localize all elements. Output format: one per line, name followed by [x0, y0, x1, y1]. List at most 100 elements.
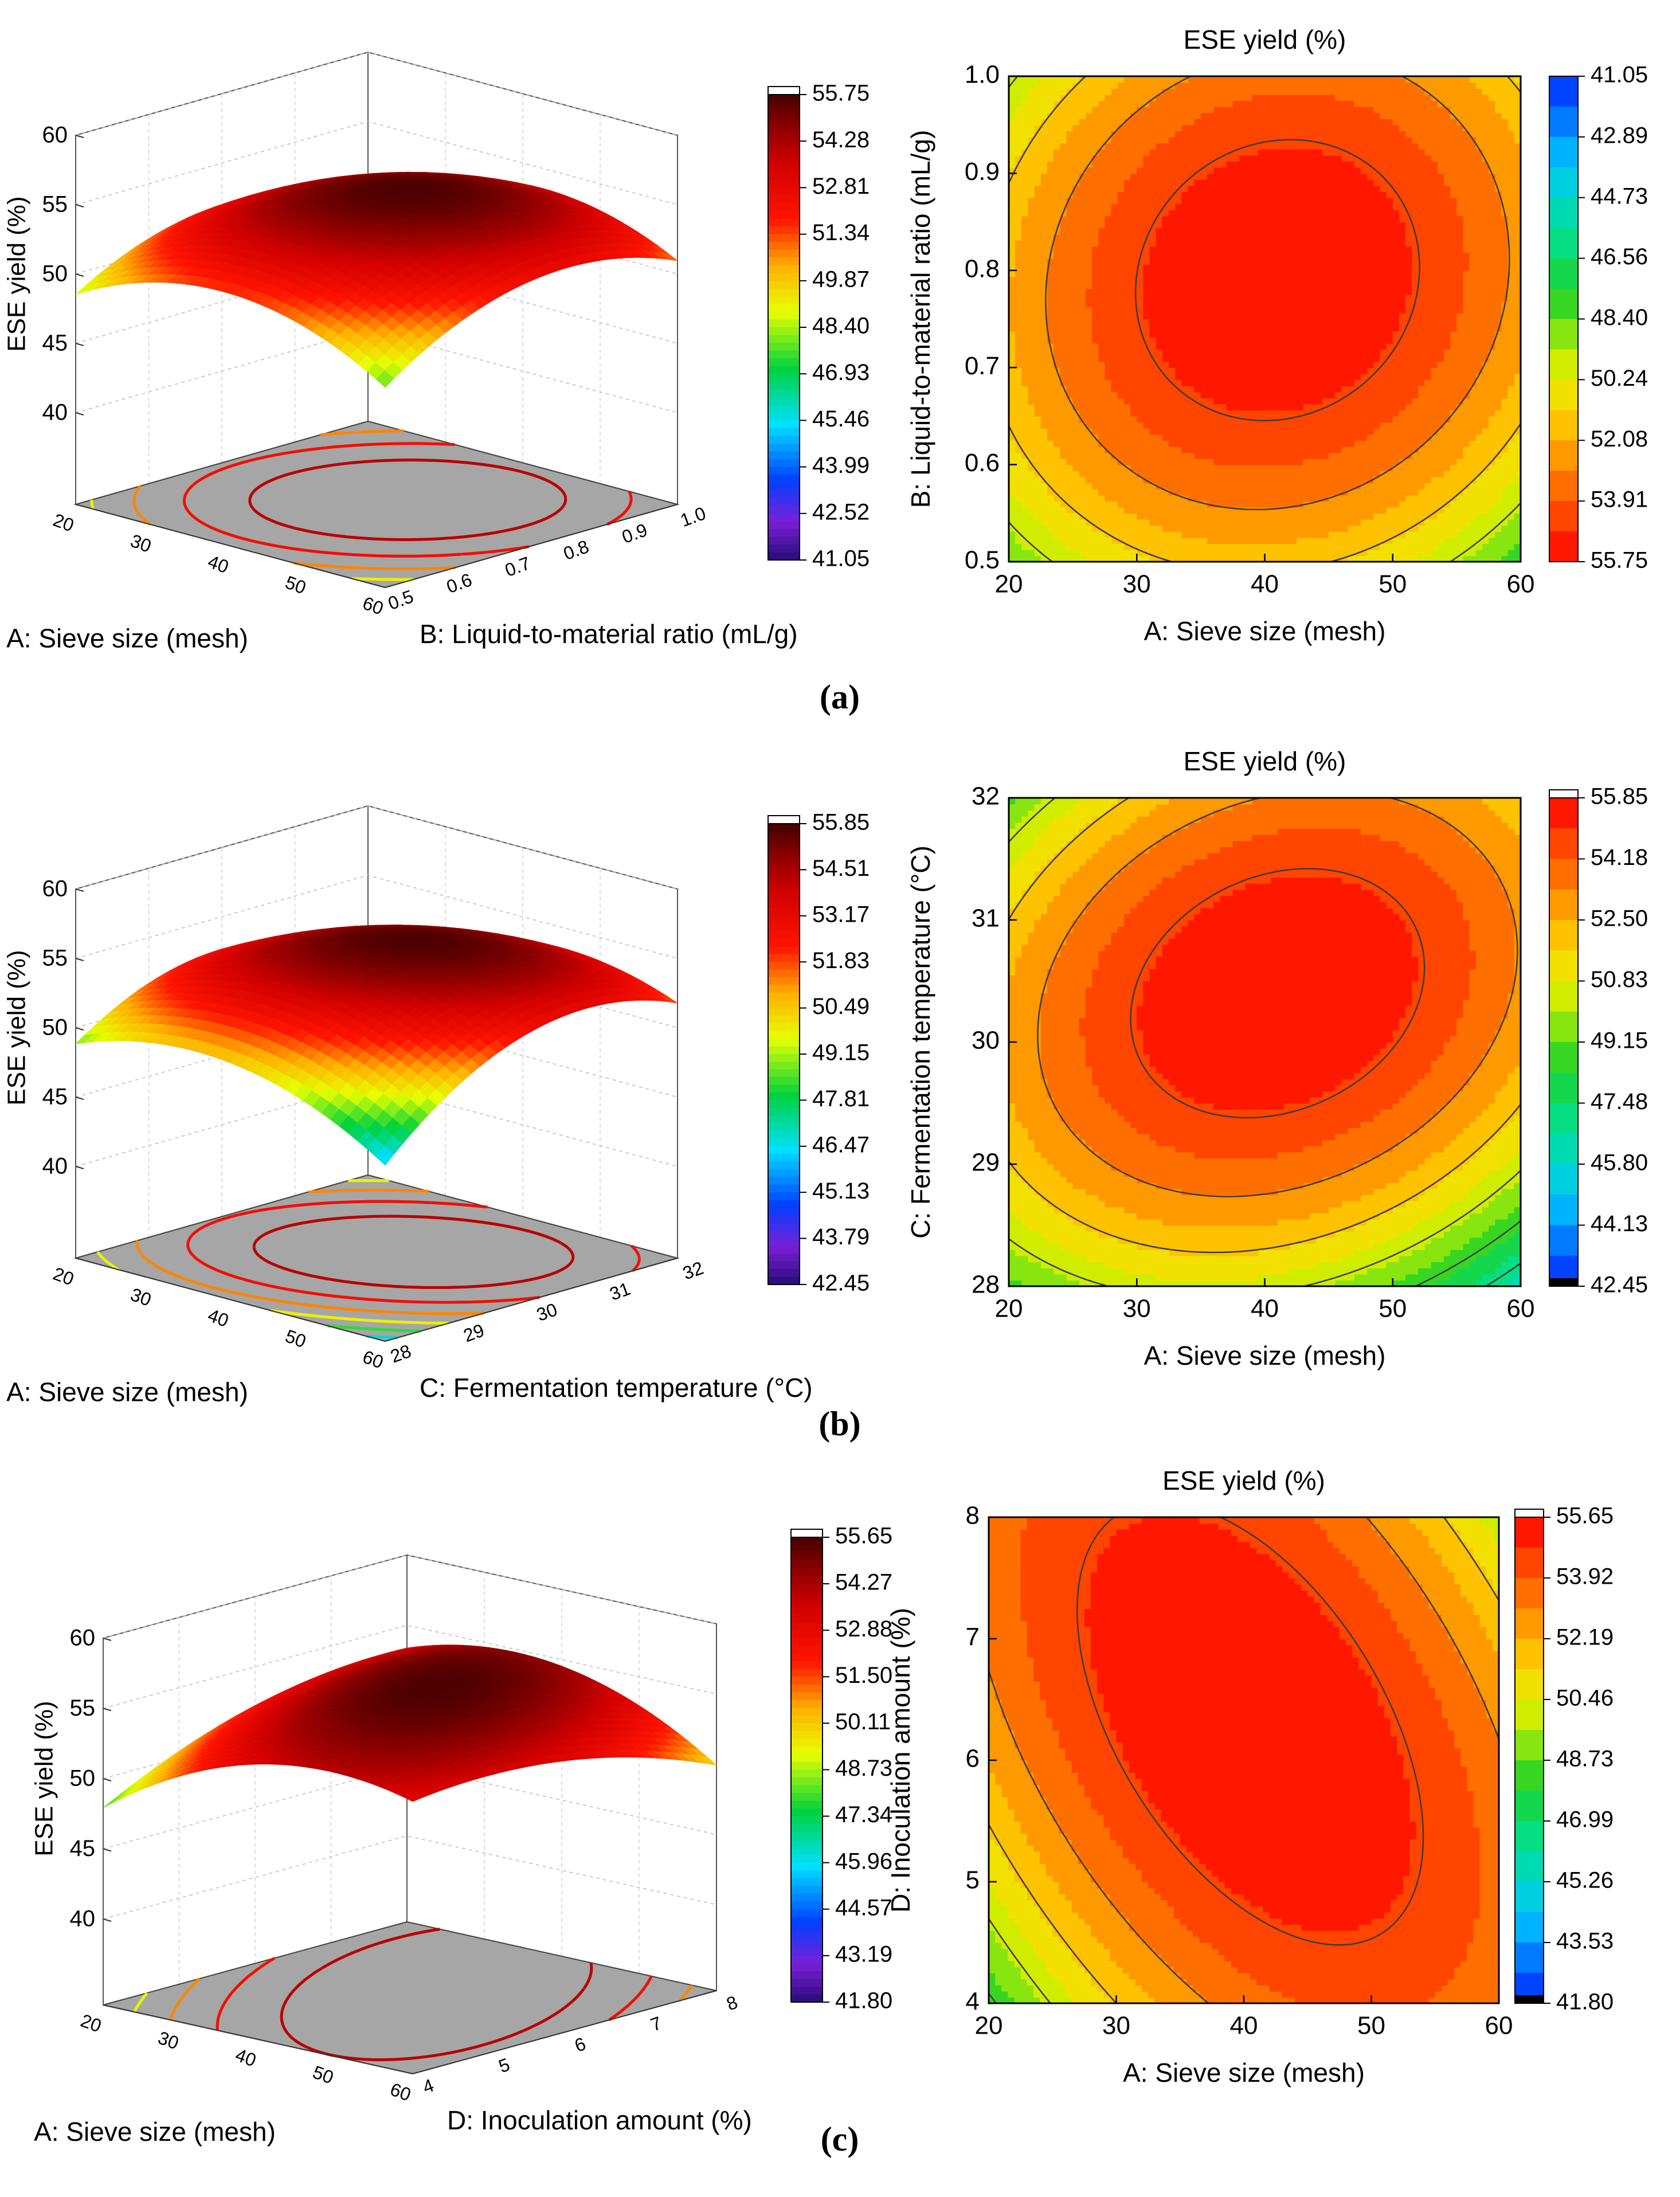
contour-cell	[1188, 149, 1195, 156]
contour-cell	[1117, 337, 1125, 344]
contour-cell	[1283, 270, 1291, 277]
colorbar-swatch	[768, 552, 800, 561]
contour-cell	[1066, 209, 1074, 217]
contour-cell	[1060, 507, 1067, 514]
contour-cell	[1271, 185, 1278, 192]
contour-cell	[1181, 240, 1189, 247]
contour-cell	[1092, 106, 1099, 113]
contour-cell	[1028, 488, 1035, 496]
contour-cell	[1066, 100, 1074, 107]
contour-cell	[1162, 258, 1169, 265]
contour-cell	[1271, 543, 1278, 550]
contour-cell	[1098, 131, 1106, 138]
contour-cell	[1239, 319, 1246, 326]
contour-cell	[1009, 124, 1016, 132]
contour-cell	[1277, 452, 1285, 459]
contour-cell	[1137, 167, 1144, 174]
contour-cell	[1220, 112, 1227, 119]
contour-cell	[1130, 519, 1138, 526]
contour-cell	[1066, 258, 1074, 265]
contour-cell	[1220, 258, 1227, 265]
contour-cell	[1111, 88, 1118, 95]
contour-cell	[1239, 312, 1246, 320]
contour-cell	[1232, 270, 1240, 277]
contour-cell	[1072, 124, 1080, 132]
contour-cell	[1181, 246, 1189, 253]
contour-cell	[1034, 398, 1041, 405]
contour-cell	[1181, 501, 1189, 508]
contour-cell	[1220, 459, 1227, 465]
contour-cell	[1137, 361, 1144, 368]
contour-cell	[1258, 124, 1266, 132]
contour-cell	[1220, 76, 1227, 83]
z-tick-label: 60	[42, 123, 68, 148]
contour-cell	[1149, 398, 1157, 405]
contour-cell	[1194, 124, 1201, 132]
contour-cell	[1162, 531, 1169, 538]
contour-cell	[1194, 440, 1201, 447]
contour-cell	[1232, 240, 1240, 247]
contour-cell	[1194, 258, 1201, 265]
contour-cell	[1123, 197, 1131, 205]
contour-cell	[1123, 216, 1131, 222]
contour-cell	[1188, 288, 1195, 295]
contour-cell	[1092, 452, 1099, 459]
contour-cell	[1194, 264, 1201, 271]
contour-cell	[1188, 240, 1195, 247]
contour-cell	[1092, 82, 1099, 89]
contour-cell	[1220, 173, 1227, 180]
contour-cell	[1117, 76, 1125, 83]
contour-cell	[1117, 100, 1125, 107]
contour-cell	[1277, 385, 1285, 393]
contour-cell	[1072, 519, 1080, 526]
contour-cell	[1283, 222, 1291, 229]
contour-cell	[1098, 264, 1106, 271]
contour-cell	[1130, 222, 1138, 229]
contour-cell	[1258, 513, 1266, 520]
contour-cell	[1188, 452, 1195, 459]
contour-cell	[1021, 501, 1029, 508]
contour-cell	[1181, 258, 1189, 265]
contour-cell	[1283, 246, 1291, 253]
contour-cell	[1105, 367, 1112, 374]
contour-cell	[1098, 258, 1106, 265]
contour-cell	[1213, 476, 1221, 484]
contour-cell	[1194, 367, 1201, 374]
contour-cell	[1290, 459, 1298, 465]
contour-cell	[1220, 234, 1227, 241]
contour-cell	[1040, 416, 1048, 423]
contour-cell	[1111, 525, 1118, 532]
contour-cell	[1175, 440, 1182, 447]
contour-cell	[1232, 276, 1240, 283]
contour-cell	[1258, 507, 1266, 514]
contour-cell	[1015, 404, 1023, 411]
contour-cell	[1137, 179, 1144, 186]
contour-cell	[1175, 312, 1182, 320]
contour-cell	[1143, 398, 1150, 405]
contour-cell	[1162, 355, 1169, 362]
contour-cell	[1009, 136, 1016, 144]
contour-cell	[1232, 234, 1240, 241]
contour-cell	[1169, 119, 1176, 126]
contour-cell	[1085, 76, 1092, 83]
contour-cell	[1169, 312, 1176, 320]
contour-cell	[1047, 459, 1054, 465]
contour-cell	[1072, 537, 1080, 545]
contour-cell	[1271, 355, 1278, 362]
contour-cell	[1137, 119, 1144, 126]
contour-cell	[1047, 131, 1054, 138]
contour-cell	[1258, 355, 1266, 362]
contour-cell	[1117, 82, 1125, 89]
contour-cell	[1123, 488, 1131, 496]
contour-cell	[1060, 367, 1067, 374]
contour-cell	[1156, 264, 1163, 271]
contour-cell	[1290, 471, 1298, 477]
contour-cell	[1117, 197, 1125, 205]
colorbar-swatch	[768, 95, 800, 103]
contour-cell	[1015, 337, 1023, 344]
contour-cell	[1079, 203, 1086, 210]
contour-cell	[1200, 88, 1208, 95]
contour-cell	[1060, 434, 1067, 441]
contour-cell	[1137, 422, 1144, 429]
contour-cell	[1290, 216, 1298, 222]
